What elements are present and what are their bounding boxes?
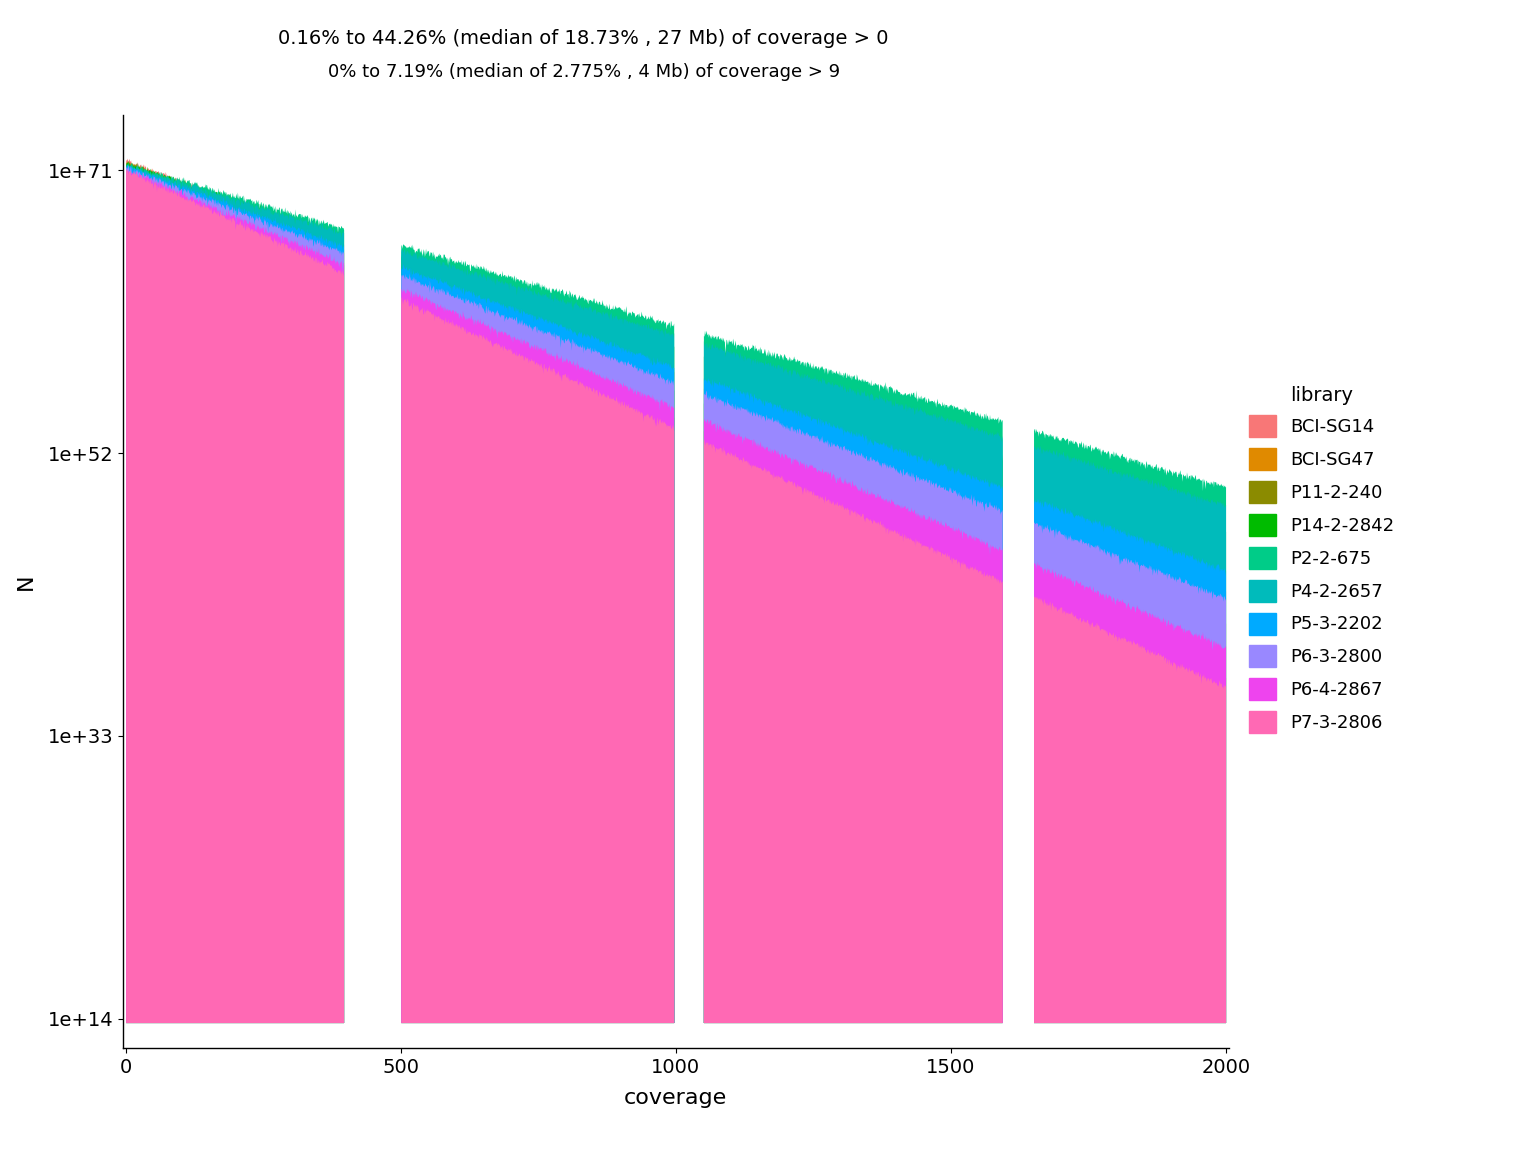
Legend: BCI-SG14, BCI-SG47, P11-2-240, P14-2-2842, P2-2-675, P4-2-2657, P5-3-2202, P6-3-: BCI-SG14, BCI-SG47, P11-2-240, P14-2-284… (1249, 386, 1395, 733)
X-axis label: coverage: coverage (624, 1089, 728, 1108)
Text: 0% to 7.19% (median of 2.775% , 4 Mb) of coverage > 9: 0% to 7.19% (median of 2.775% , 4 Mb) of… (327, 63, 840, 82)
Text: 0.16% to 44.26% (median of 18.73% , 27 Mb) of coverage > 0: 0.16% to 44.26% (median of 18.73% , 27 M… (278, 29, 889, 47)
Y-axis label: N: N (17, 574, 37, 590)
